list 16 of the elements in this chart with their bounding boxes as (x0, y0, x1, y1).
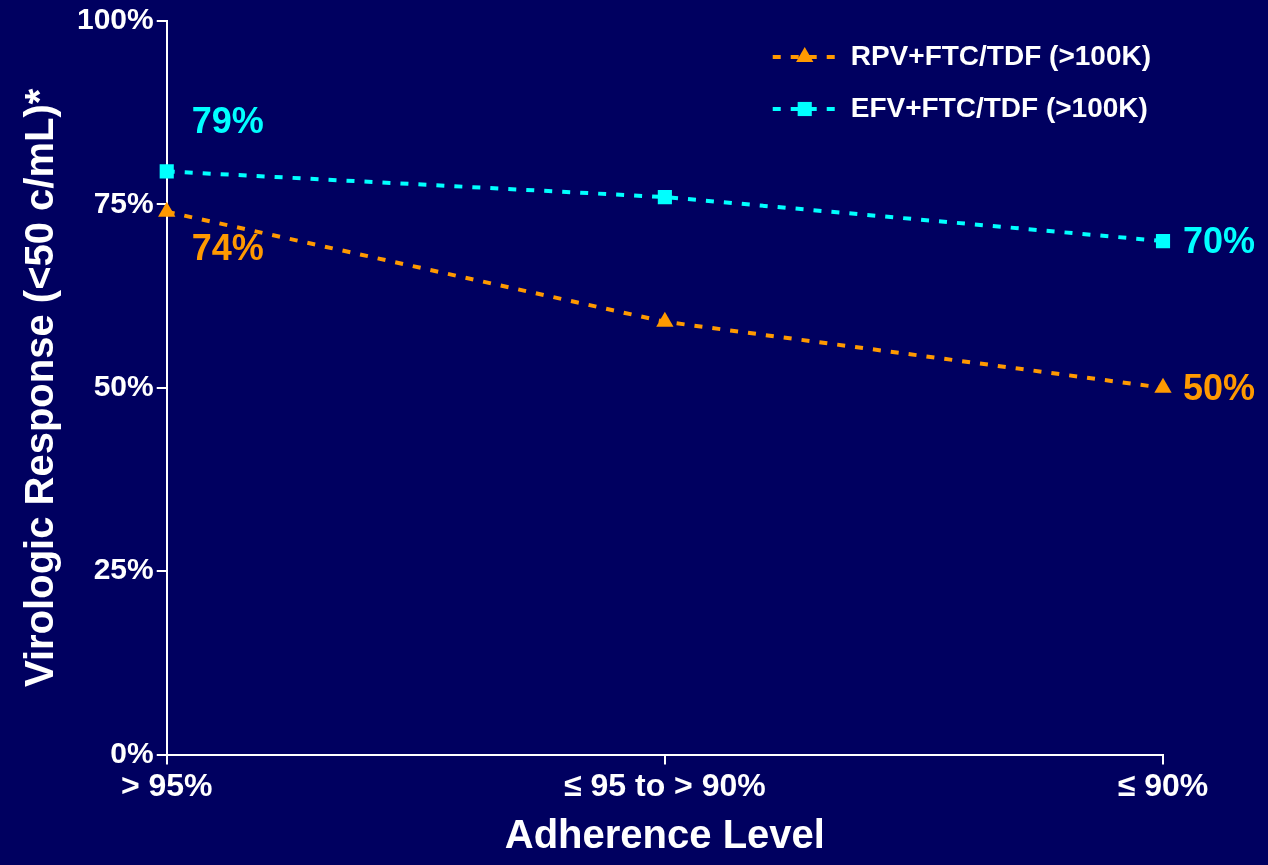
data-label: 70% (1183, 220, 1256, 261)
x-tick-label: > 95% (120, 766, 213, 803)
x-tick-label: ≤ 90% (1117, 766, 1209, 803)
y-axis-title: Virologic Response (<50 c/mL)* (17, 88, 62, 687)
y-tick-label: 75% (93, 185, 154, 219)
y-tick-label: 0% (110, 735, 154, 769)
data-label: 79% (191, 100, 264, 142)
y-tick-label: 25% (93, 552, 154, 586)
legend-label: RPV+FTC/TDF (>100K) (850, 39, 1152, 71)
data-label: 74% (191, 226, 264, 268)
data-label: 50% (1183, 366, 1256, 408)
x-tick-label: ≤ 95 to > 90% (564, 766, 766, 803)
legend-label: EFV+FTC/TDF (>100K) (850, 91, 1148, 123)
y-tick-label: 50% (93, 369, 154, 403)
y-tick-label: 100% (76, 2, 154, 36)
x-axis-title: Adherence Level (504, 812, 825, 857)
